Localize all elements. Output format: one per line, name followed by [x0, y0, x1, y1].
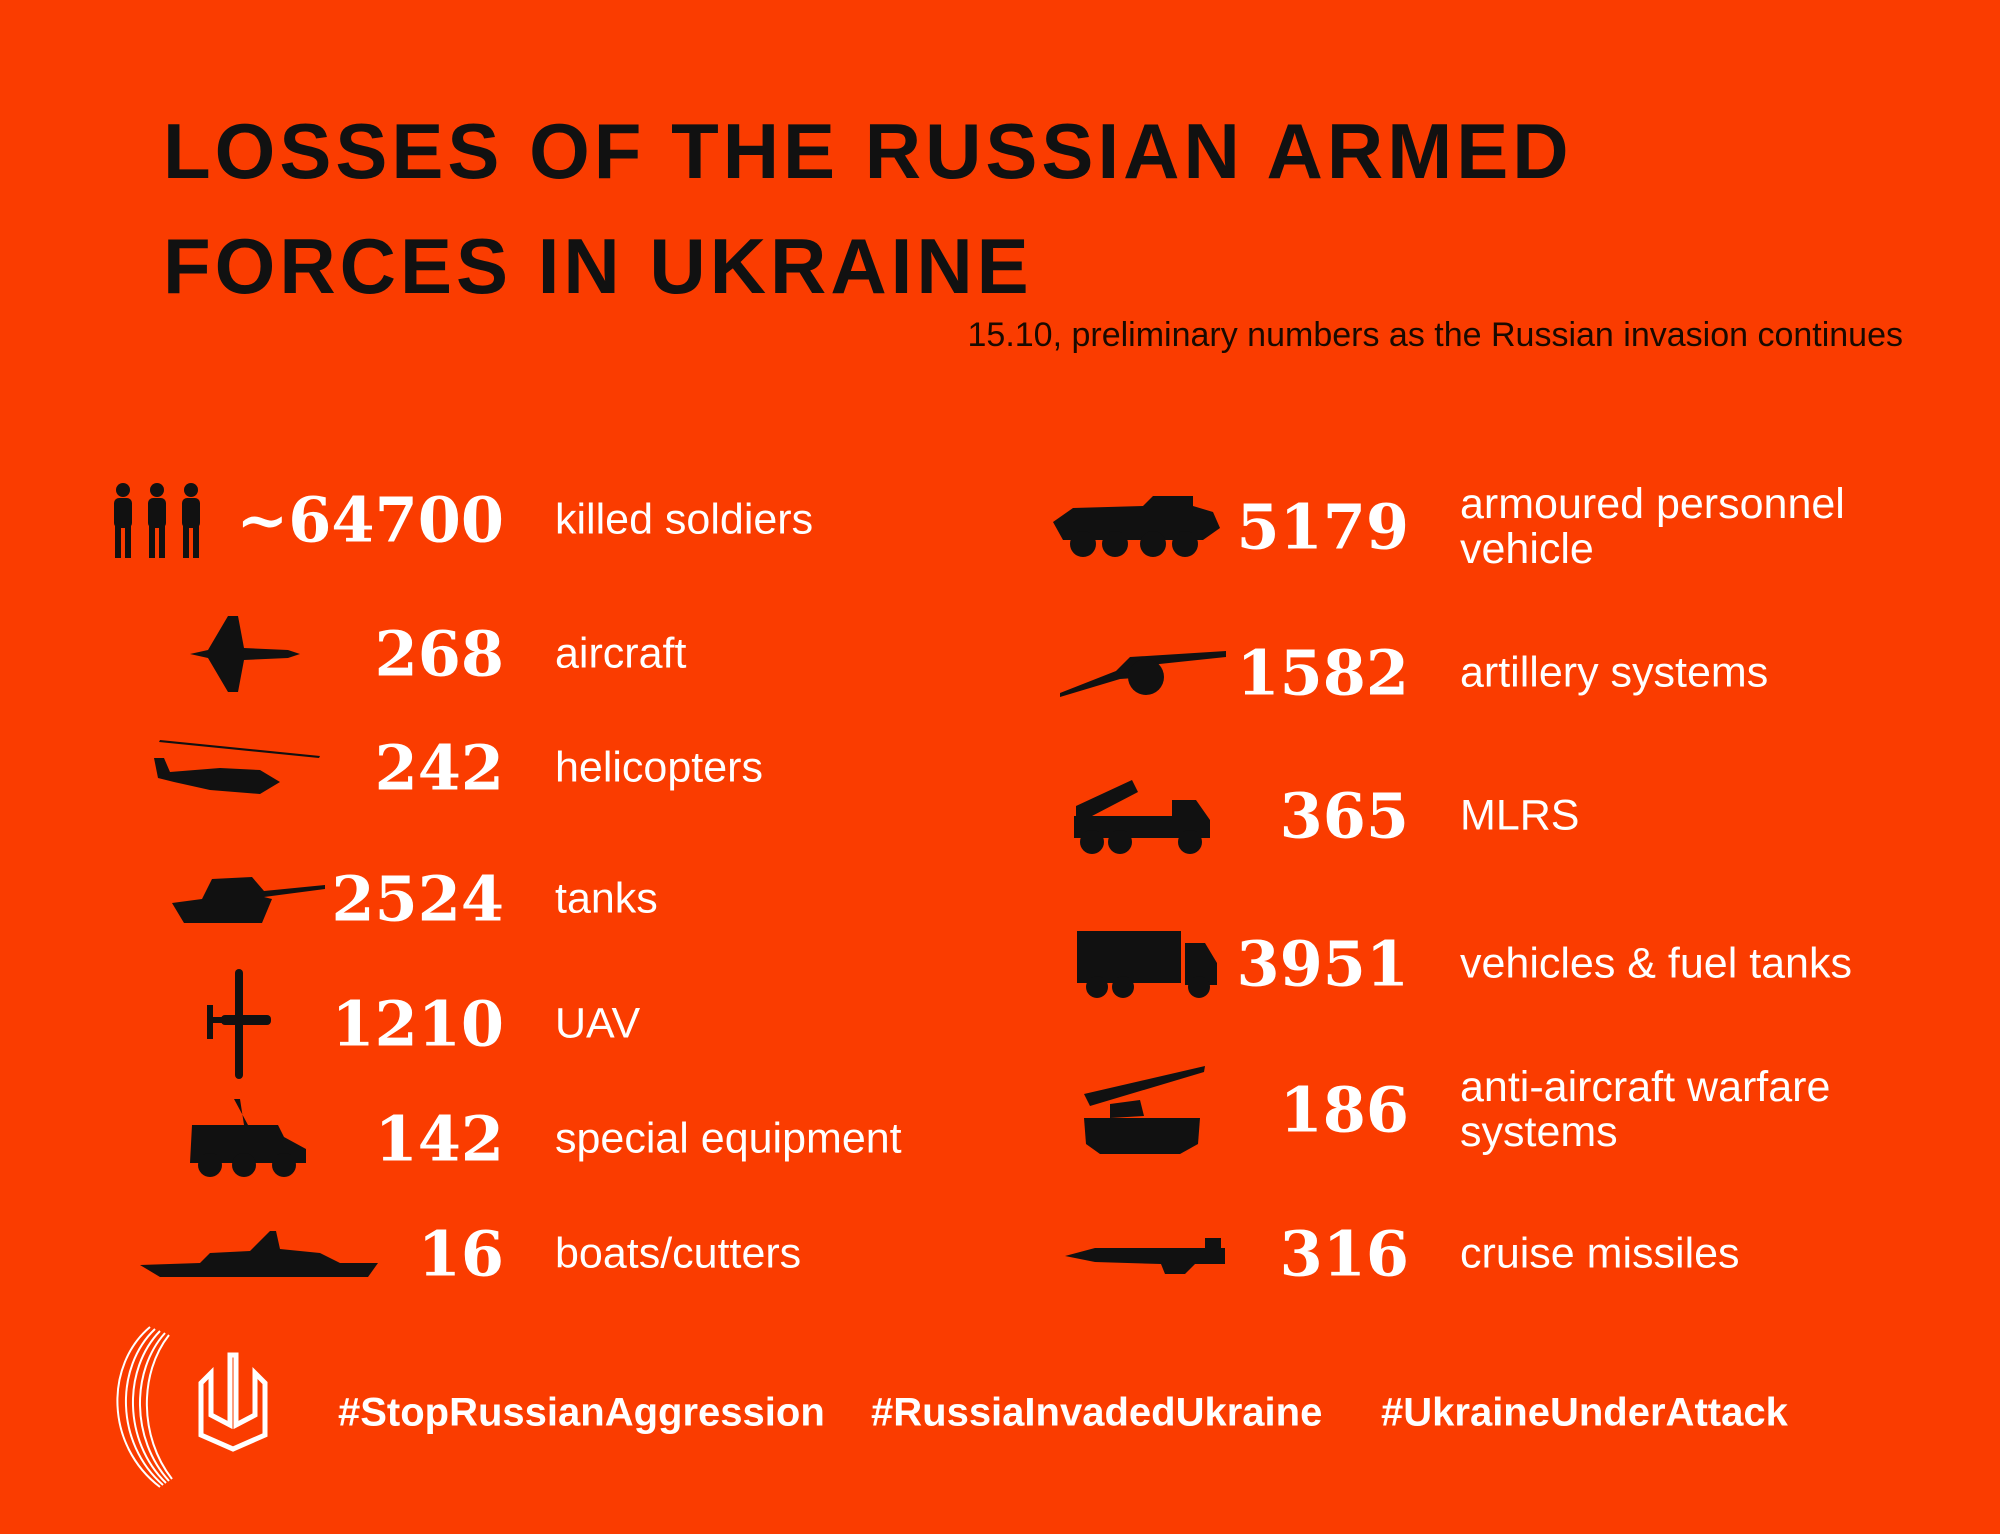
number: 316 [1279, 1217, 1409, 1291]
anti-aircraft-icon [1084, 1066, 1205, 1154]
special-equipment-icon [190, 1099, 306, 1177]
truck-icon [1077, 931, 1217, 998]
soldiers-icon [114, 483, 200, 558]
apc-icon [1053, 496, 1220, 557]
hashtag: #UkraineUnderAttack [1381, 1390, 1788, 1435]
number: 365 [1279, 779, 1409, 853]
boat-icon [140, 1231, 378, 1277]
subtitle: 15.10, preliminary numbers as the Russia… [967, 316, 1904, 354]
missile-icon [1065, 1238, 1225, 1274]
number: 242 [374, 731, 504, 805]
aircraft-icon [190, 616, 300, 692]
label: anti-aircraft warfare systems [1460, 1063, 1831, 1156]
label: cruise missiles [1460, 1229, 1740, 1278]
number: 142 [374, 1102, 504, 1176]
label: killed soldiers [555, 495, 814, 544]
label: armoured personnel vehicle [1460, 480, 1845, 573]
number: 3951 [1236, 927, 1409, 1001]
number: 186 [1279, 1073, 1409, 1147]
label: tanks [555, 874, 658, 923]
artillery-icon [1060, 651, 1226, 697]
number: 1582 [1236, 636, 1409, 710]
label: helicopters [555, 743, 763, 792]
logo [116, 1326, 268, 1488]
label: MLRS [1460, 791, 1580, 840]
hashtag: #StopRussianAggression [338, 1390, 825, 1435]
label: boats/cutters [555, 1229, 802, 1278]
hashtag: #RussiaInvadedUkraine [871, 1390, 1323, 1435]
label: special equipment [555, 1114, 902, 1163]
label: artillery systems [1460, 648, 1769, 697]
mlrs-icon [1074, 780, 1210, 854]
title: LOSSES OF THE RUSSIAN ARMED FORCES IN UK… [163, 107, 1573, 310]
number: 1210 [331, 987, 504, 1061]
label: UAV [555, 999, 641, 1048]
number: 268 [374, 617, 504, 691]
label: aircraft [555, 629, 687, 678]
number: 16 [417, 1217, 504, 1291]
tank-icon [172, 877, 325, 923]
number: 5179 [1236, 490, 1409, 564]
helicopter-icon [154, 740, 320, 794]
label: vehicles & fuel tanks [1460, 939, 1852, 988]
number: ~64700 [236, 483, 504, 557]
uav-icon [207, 969, 271, 1079]
number: 2524 [331, 862, 504, 936]
